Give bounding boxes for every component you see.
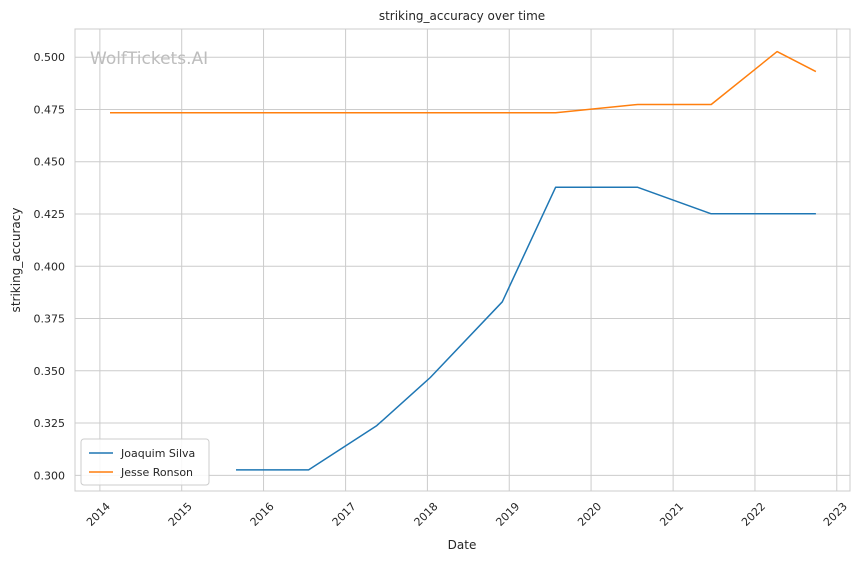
y-tick-label: 0.375: [34, 313, 66, 326]
series-lines: [110, 50, 817, 471]
legend-box: [80, 438, 210, 486]
legend-label: Jesse Ronson: [120, 466, 193, 479]
legend: Joaquim Silva Jesse Ronson: [80, 438, 210, 486]
y-tick-label: 0.475: [34, 103, 66, 116]
y-tick-label: 0.400: [34, 260, 66, 273]
grid: [75, 29, 850, 491]
y-axis-ticks: 0.300 0.325 0.350 0.375 0.400 0.425 0.450 0.475…: [34, 51, 66, 482]
y-tick-label: 0.450: [34, 156, 66, 169]
watermark: WolfTickets.AI: [90, 49, 208, 69]
y-tick-label: 0.300: [34, 469, 66, 482]
series-line-joaquim-silva: [236, 186, 816, 471]
y-tick-label: 0.325: [34, 417, 66, 430]
legend-label: Joaquim Silva: [120, 447, 195, 460]
y-tick-label: 0.500: [34, 51, 66, 64]
series-line-jesse-ronson: [110, 50, 817, 114]
plot-frame: [74, 28, 851, 492]
x-axis-title: Date: [448, 538, 477, 552]
y-tick-label: 0.350: [34, 365, 66, 378]
y-tick-label: 0.425: [34, 208, 66, 221]
y-axis-title: striking_accuracy: [9, 208, 23, 313]
chart-title: striking_accuracy over time: [379, 9, 545, 23]
